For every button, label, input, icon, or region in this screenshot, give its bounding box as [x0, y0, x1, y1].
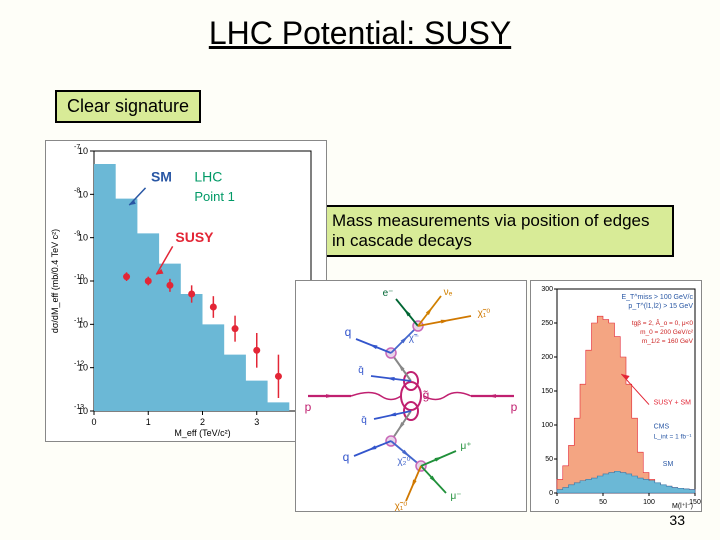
svg-text:Point 1: Point 1 [194, 189, 234, 204]
svg-text:SM: SM [151, 168, 172, 184]
svg-text:-10: -10 [74, 274, 84, 281]
svg-text:-13: -13 [74, 404, 84, 411]
mass-measurements-label: Mass measurements via position of edges … [320, 205, 674, 257]
svg-text:μ⁻: μ⁻ [450, 491, 461, 502]
svg-text:SM: SM [663, 461, 674, 468]
svg-text:νₑ: νₑ [444, 287, 453, 298]
svg-text:μ⁺: μ⁺ [460, 441, 471, 452]
svg-text:-9: -9 [74, 231, 80, 238]
svg-text:SUSY: SUSY [175, 229, 214, 245]
svg-text:250: 250 [541, 320, 553, 327]
svg-text:χ̃₂⁰: χ̃₂⁰ [397, 456, 410, 467]
svg-text:0: 0 [549, 490, 553, 497]
page-title: LHC Potential: SUSY [0, 0, 720, 52]
svg-text:2: 2 [200, 417, 205, 427]
svg-text:-7: -7 [74, 144, 80, 151]
svg-text:χ̃₁⁰: χ̃₁⁰ [478, 308, 491, 319]
svg-text:LHC: LHC [194, 168, 222, 184]
svg-text:-12: -12 [74, 361, 84, 368]
cascade-diagram: p p g̃ q χ̃⁻ e⁻ νₑ χ̃₁⁰ q̄ q χ̃₂⁰ μ⁺ μ⁻ χ̃₁⁰ q̄ [295, 280, 527, 512]
svg-text:q̄: q̄ [358, 365, 364, 376]
svg-text:L_int = 1 fb⁻¹: L_int = 1 fb⁻¹ [654, 434, 693, 441]
svg-text:p_T^(l1,l2) > 15 GeV: p_T^(l1,l2) > 15 GeV [628, 303, 693, 310]
svg-text:χ̃⁻: χ̃⁻ [409, 333, 420, 344]
svg-text:q: q [343, 450, 350, 464]
svg-text:150: 150 [541, 388, 553, 395]
svg-text:tgβ = 2, Â_o = 0, μ<0: tgβ = 2, Â_o = 0, μ<0 [632, 318, 694, 327]
svg-text:3: 3 [254, 417, 259, 427]
page-number: 33 [669, 512, 685, 528]
svg-text:CMS: CMS [654, 423, 670, 430]
svg-text:SUSY + SM: SUSY + SM [654, 400, 692, 407]
svg-text:300: 300 [541, 286, 553, 293]
svg-text:m_1/2 = 160 GeV: m_1/2 = 160 GeV [642, 338, 694, 345]
svg-text:200: 200 [541, 354, 553, 361]
svg-text:q̄: q̄ [361, 415, 367, 426]
svg-text:dσ/dM_eff (mb/0.4 TeV c²): dσ/dM_eff (mb/0.4 TeV c²) [50, 229, 60, 333]
svg-text:M_eff (TeV/c²): M_eff (TeV/c²) [174, 428, 230, 438]
svg-text:-11: -11 [74, 317, 84, 324]
clear-signature-label: Clear signature [55, 90, 201, 123]
svg-text:p: p [305, 400, 312, 414]
svg-text:m_0 = 200 GeV/c²: m_0 = 200 GeV/c² [640, 329, 694, 336]
svg-text:100: 100 [541, 422, 553, 429]
svg-text:E_T^miss > 100 GeV/c: E_T^miss > 100 GeV/c [621, 294, 693, 301]
svg-text:50: 50 [545, 456, 553, 463]
svg-text:-8: -8 [74, 187, 80, 194]
svg-text:p: p [511, 400, 518, 414]
svg-text:100: 100 [643, 499, 655, 506]
right-histogram: 050100150050100150200250300E_T^miss > 10… [530, 280, 702, 512]
svg-text:g̃: g̃ [423, 388, 430, 402]
svg-text:0: 0 [91, 417, 96, 427]
svg-text:1: 1 [146, 417, 151, 427]
left-chart: 0123410-1310-1210-1110-1010-910-810-7SML… [45, 140, 327, 442]
svg-text:M(l⁺l⁻): M(l⁺l⁻) [672, 503, 693, 510]
svg-text:e⁻: e⁻ [383, 288, 394, 299]
svg-text:χ̃₁⁰: χ̃₁⁰ [395, 501, 408, 511]
svg-text:50: 50 [599, 499, 607, 506]
svg-text:q: q [345, 325, 352, 339]
svg-text:0: 0 [555, 499, 559, 506]
